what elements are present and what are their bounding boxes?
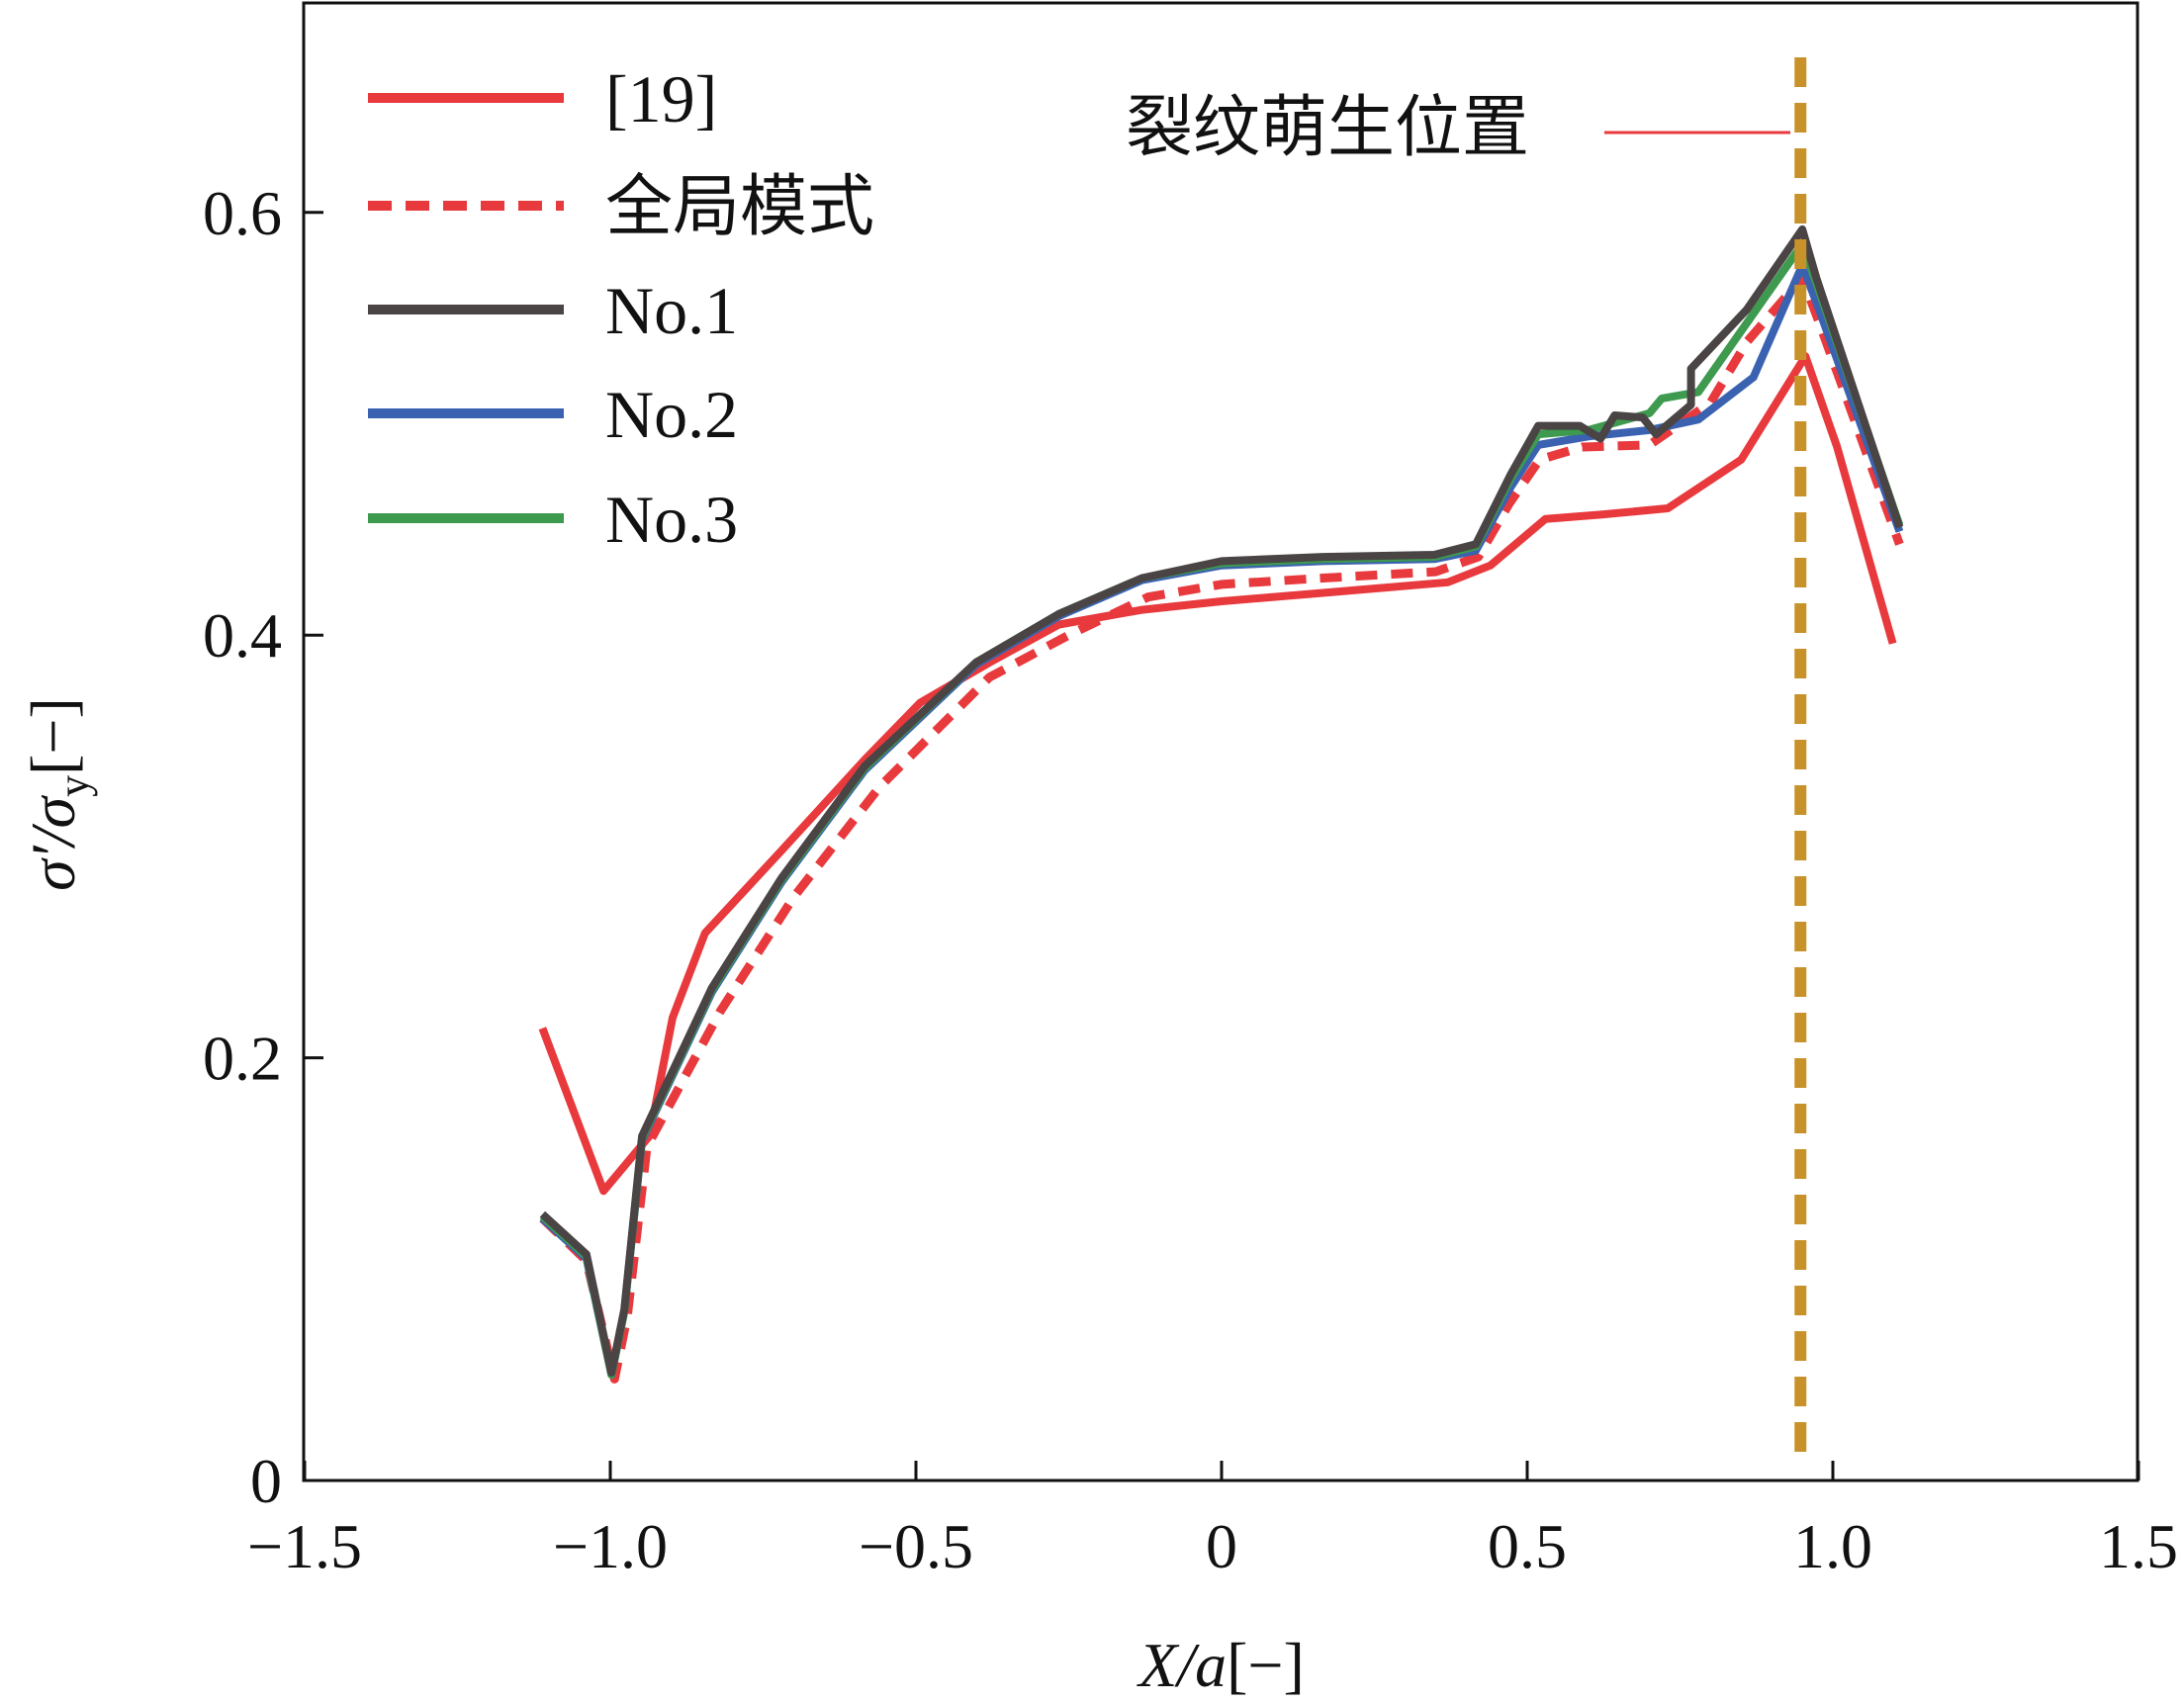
y-axis-label-sub: y <box>49 775 98 797</box>
y-tick-label: 0.6 <box>203 178 282 248</box>
y-tick-label: 0.4 <box>203 600 282 671</box>
legend-label-1: 全局模式 <box>605 169 874 244</box>
x-axis-label-unit: [−] <box>1227 1630 1305 1700</box>
x-tick-label: 1.5 <box>2099 1511 2178 1581</box>
series-line-2 <box>539 224 1904 1377</box>
x-tick-label: 0 <box>1206 1511 1237 1581</box>
legend-label-2: No.1 <box>605 273 738 348</box>
series-layer <box>538 224 1904 1384</box>
series-line-3 <box>539 261 1904 1380</box>
legend-label-0: [19] <box>605 61 717 136</box>
x-tick-label: −1.5 <box>247 1511 362 1581</box>
series-line-1 <box>539 273 1904 1384</box>
annotation-label: 裂纹萌生位置 <box>1126 90 1529 165</box>
y-axis-label-unit: [−] <box>18 697 88 775</box>
legend-label-3: No.2 <box>605 377 738 452</box>
x-tick-label: 1.0 <box>1793 1511 1872 1581</box>
x-tick-label: −0.5 <box>859 1511 973 1581</box>
legend: [19] 全局模式 No.1 No.2 No.3 <box>368 61 874 557</box>
x-axis-label: X/a[−] <box>1136 1630 1305 1700</box>
y-axis-label: σ′/σy[−] <box>18 697 98 891</box>
x-tick-label: −1.0 <box>553 1511 668 1581</box>
x-axis-label-main: X/a <box>1136 1630 1227 1700</box>
y-tick-label: 0 <box>250 1446 282 1516</box>
series-line-0 <box>538 352 1897 1196</box>
legend-label-4: No.3 <box>605 482 738 557</box>
y-axis-label-sigma: σ′/σ <box>18 794 88 890</box>
y-tick-label: 0.2 <box>203 1024 282 1094</box>
ticks-layer: −1.5 −1.0 −0.5 0 0.5 1.0 1.5 0 0.2 0.4 0.6 <box>203 178 2178 1581</box>
x-tick-label: 0.5 <box>1488 1511 1567 1581</box>
annotation-layer <box>1604 57 1807 1462</box>
